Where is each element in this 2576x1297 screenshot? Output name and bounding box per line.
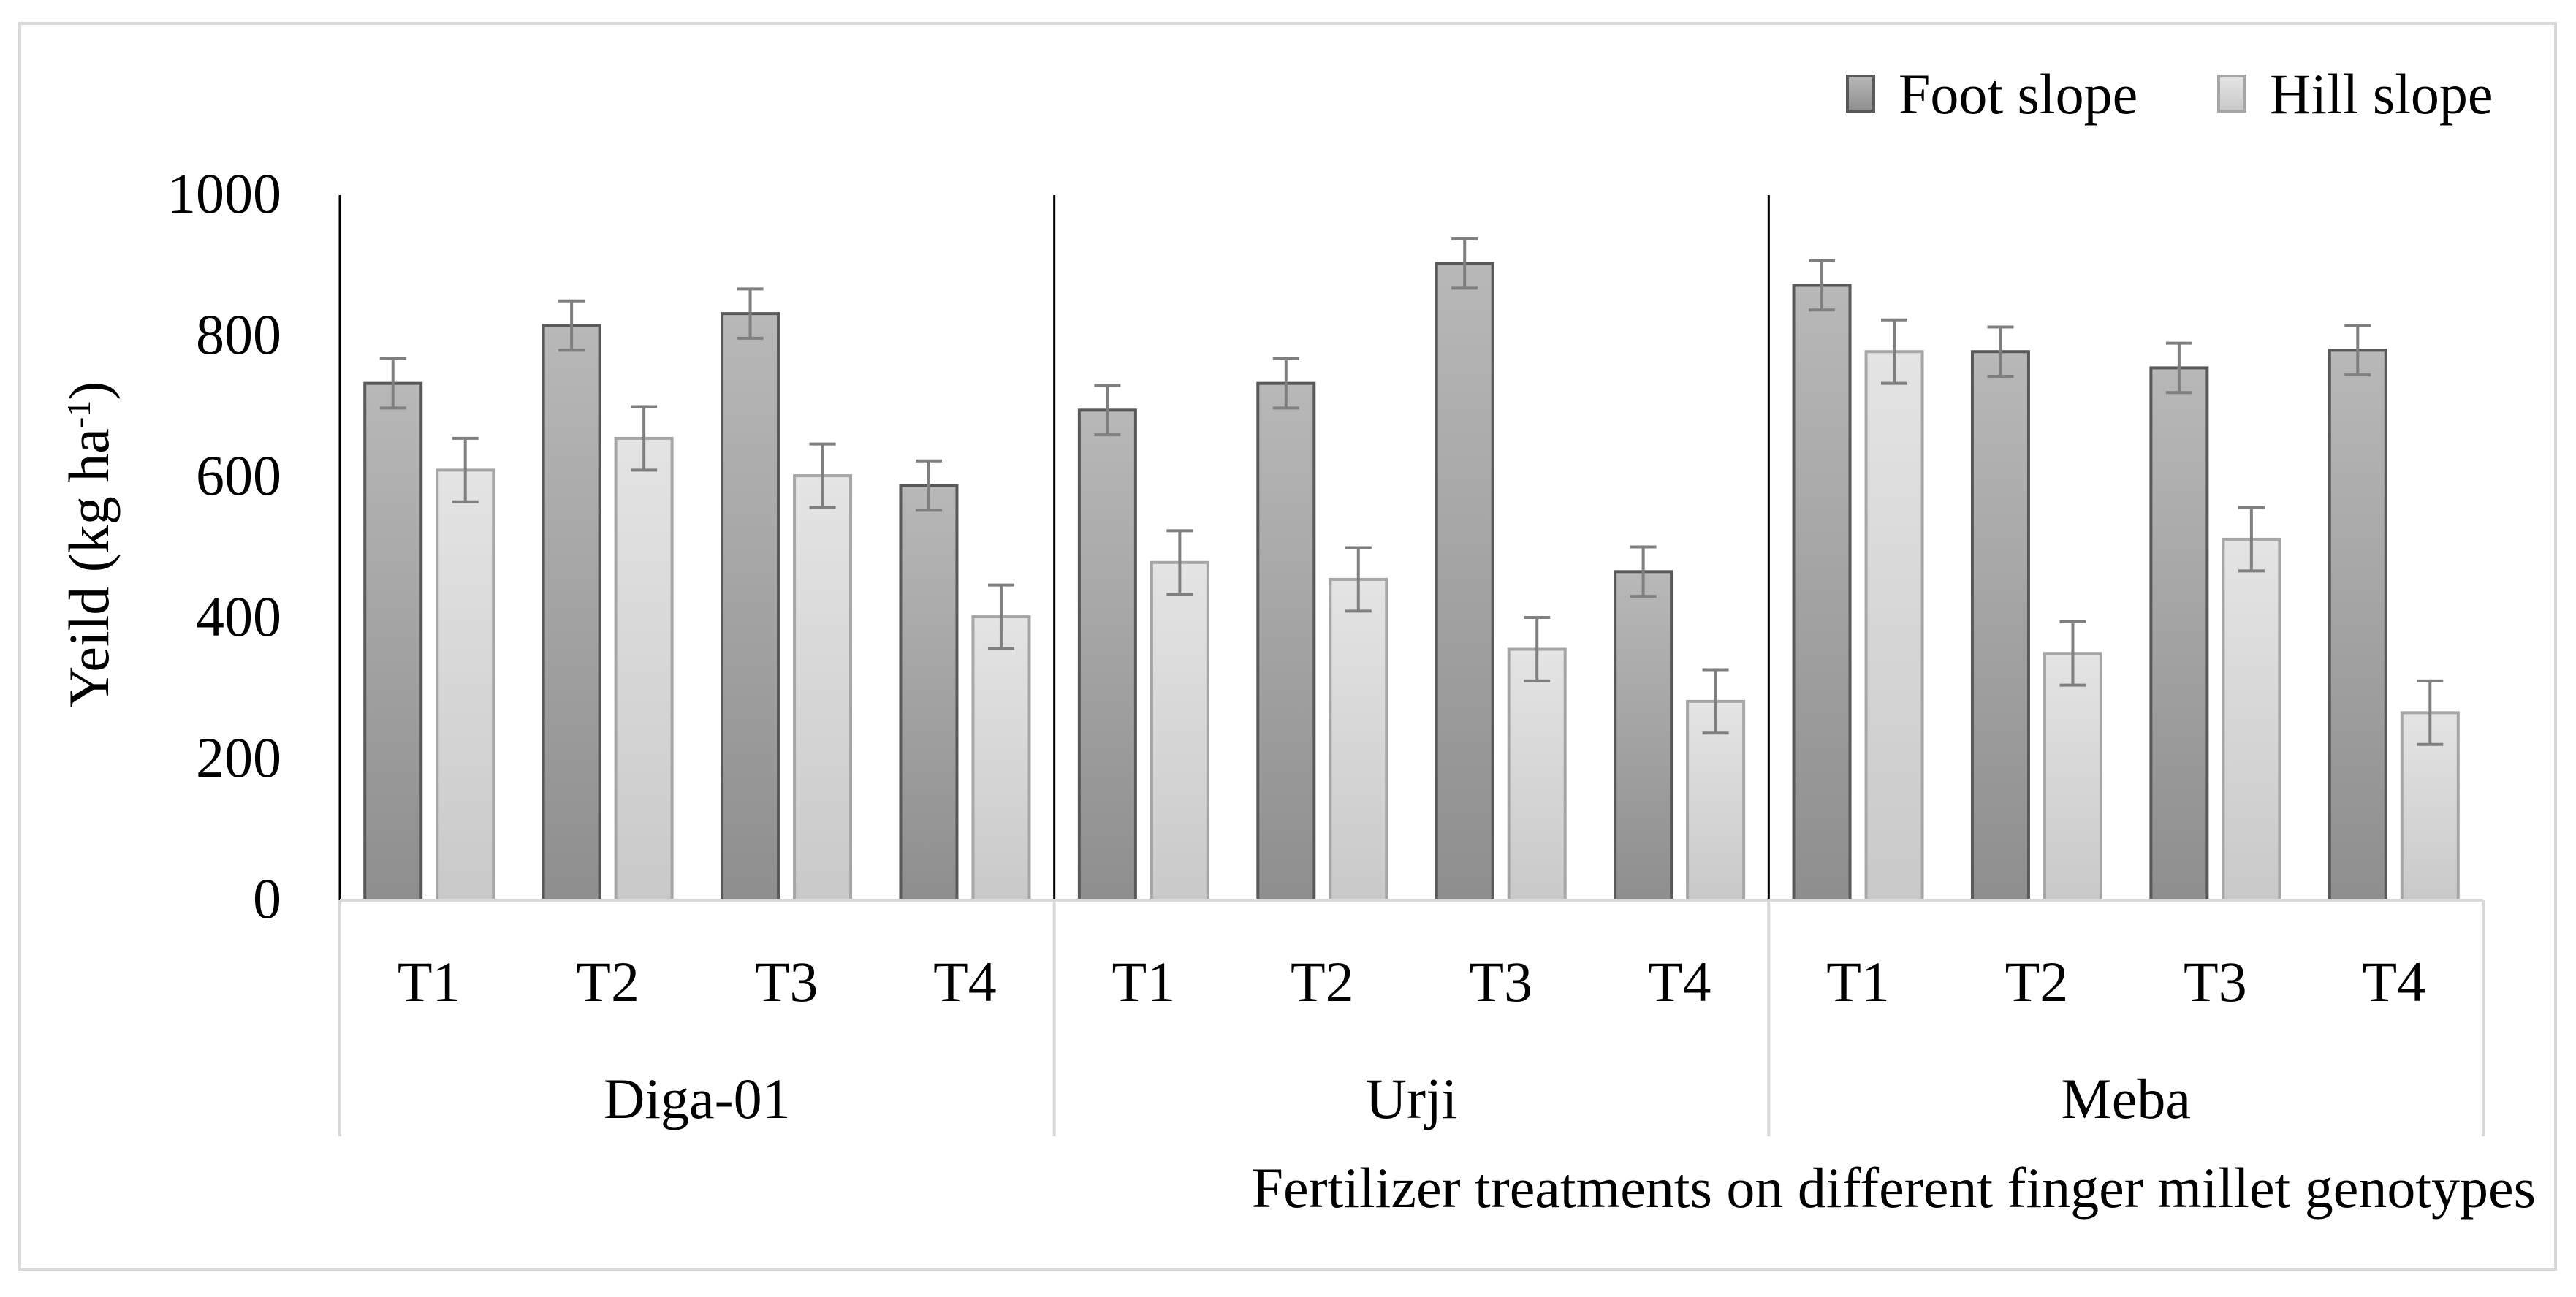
y-tick-label: 1000 xyxy=(167,161,281,225)
bar-hill-slope xyxy=(2222,537,2281,902)
bar-foot-slope xyxy=(721,312,780,902)
bar-foot-slope xyxy=(1970,350,2030,902)
bar-hill-slope xyxy=(614,436,674,902)
bar-hill-slope xyxy=(1329,577,1388,902)
bar-hill-slope xyxy=(1864,350,1924,902)
bar-series xyxy=(363,262,2460,902)
x-axis-title: Fertilizer treatments on different finge… xyxy=(1252,1156,2536,1220)
bar-foot-slope xyxy=(2149,366,2209,902)
group-label: Diga-01 xyxy=(604,1067,791,1130)
y-axis-title-sup: -1 xyxy=(60,400,97,428)
x-tick-label: T3 xyxy=(2184,950,2247,1013)
group-separators xyxy=(338,195,1770,900)
bar-hill-slope xyxy=(971,615,1031,902)
x-tick-label: T2 xyxy=(576,950,639,1013)
x-tick-label: T2 xyxy=(2005,950,2069,1013)
y-tick-label: 800 xyxy=(196,303,281,366)
y-axis-title-close: ) xyxy=(57,381,121,400)
bar-foot-slope xyxy=(1256,381,1316,902)
bar-foot-slope xyxy=(1792,284,1852,902)
bar-hill-slope xyxy=(436,468,495,902)
y-tick-labels: 0 200 400 600 800 1000 xyxy=(167,161,281,930)
x-tick-label: T3 xyxy=(1469,950,1532,1013)
category-axis: T1 T2 T3 T4 Diga-01 T1 T2 T3 T4 Urji T1 T2 T3 T4 Meba xyxy=(338,899,2485,1136)
bar-hill-slope xyxy=(793,474,853,902)
x-tick-label: T1 xyxy=(398,950,461,1013)
y-tick-label: 0 xyxy=(253,867,281,930)
bar-foot-slope xyxy=(363,381,423,902)
y-axis-title-main: Yeild (kg ha xyxy=(57,428,121,707)
bar-foot-slope xyxy=(899,484,959,902)
x-tick-label: T3 xyxy=(755,950,818,1013)
bar-foot-slope xyxy=(2328,349,2387,902)
x-tick-label: T1 xyxy=(1112,950,1176,1013)
bar-foot-slope xyxy=(1435,262,1494,902)
legend-swatch-hill-slope xyxy=(2217,75,2246,113)
y-tick-label: 400 xyxy=(196,585,281,648)
legend-label-hill-slope: Hill slope xyxy=(2270,62,2493,126)
legend-swatch-foot-slope xyxy=(1846,75,1875,113)
bar-foot-slope xyxy=(542,324,601,902)
x-tick-label: T4 xyxy=(2362,950,2425,1013)
bar-hill-slope xyxy=(2043,652,2102,902)
group-label: Meba xyxy=(2061,1067,2191,1130)
bar-foot-slope xyxy=(1077,408,1137,902)
y-axis-title: Yeild (kg ha-1) xyxy=(57,381,121,707)
group-label: Urji xyxy=(1366,1067,1458,1130)
x-tick-label: T4 xyxy=(933,950,997,1013)
legend: Foot slope Hill slope xyxy=(1846,62,2493,126)
legend-label-foot-slope: Foot slope xyxy=(1899,62,2138,126)
x-tick-label: T4 xyxy=(1648,950,1711,1013)
error-bars xyxy=(379,237,2444,746)
y-tick-label: 200 xyxy=(196,726,281,789)
bar-hill-slope xyxy=(1150,560,1209,902)
y-tick-label: 600 xyxy=(196,444,281,507)
x-tick-label: T1 xyxy=(1826,950,1890,1013)
bar-hill-slope xyxy=(1507,647,1567,902)
x-tick-label: T2 xyxy=(1291,950,1354,1013)
bar-foot-slope xyxy=(1614,570,1673,902)
